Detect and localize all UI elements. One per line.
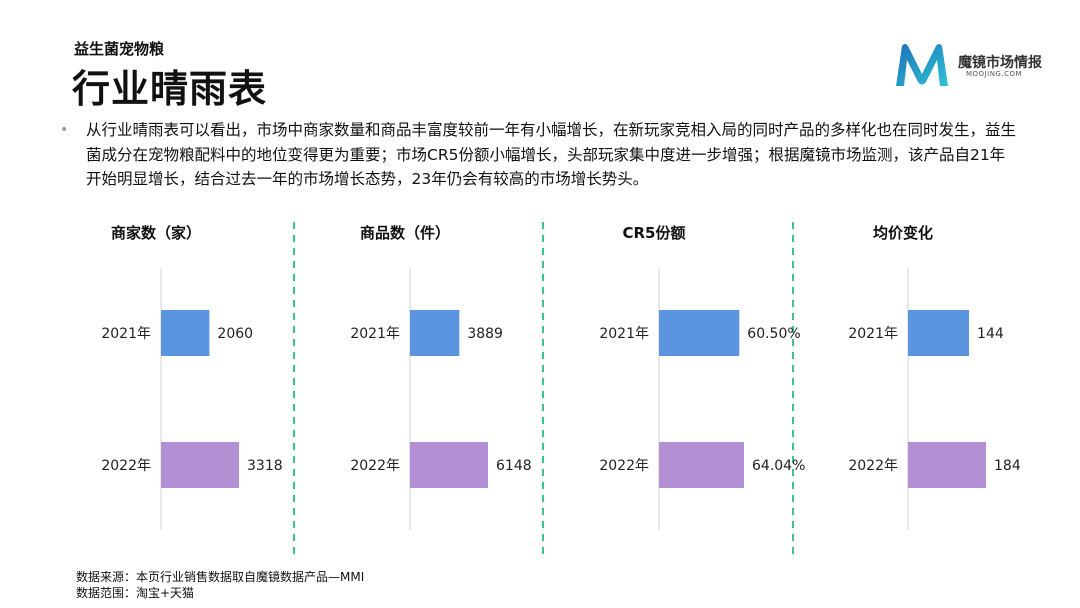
page-title: 行业晴雨表 (72, 67, 268, 111)
bar-3-1 (659, 310, 740, 356)
logo-url: MOOJING.COM (966, 70, 1023, 78)
description-paragraph: • 从行业晴雨表可以看出，市场中商家数量和商品丰富度较前一年有小幅增长，在新玩家… (60, 118, 1020, 192)
value-label-2-1: 3889 (467, 326, 503, 342)
value-label-3-1: 60.50% (747, 326, 800, 342)
bar-4-2 (908, 442, 986, 488)
category-label-1-2: 2022年 (101, 458, 151, 474)
value-label-4-1: 144 (977, 326, 1004, 342)
category-label-1-1: 2021年 (101, 326, 151, 342)
bullet: • (60, 122, 69, 138)
bar-1-1 (161, 310, 210, 356)
bar-4-1 (908, 310, 970, 356)
value-label-4-2: 184 (994, 458, 1021, 474)
data-source-note: 数据来源：本页行业销售数据取自魔镜数据产品—MMI (76, 570, 365, 584)
value-label-3-2: 64.04% (752, 458, 805, 474)
bar-3-2 (659, 442, 744, 488)
page-subtitle: 益生菌宠物粮 (74, 40, 165, 58)
category-label-3-2: 2022年 (599, 458, 649, 474)
description-text: 从行业晴雨表可以看出，市场中商家数量和商品丰富度较前一年有小幅增长，在新玩家竞相… (86, 121, 1017, 188)
category-label-4-1: 2021年 (848, 326, 898, 342)
bar-2-1 (410, 310, 460, 356)
category-label-2-2: 2022年 (350, 458, 400, 474)
chart-title-1: 商家数（家） (111, 224, 201, 242)
moojing-logo-icon (896, 44, 948, 86)
category-label-3-1: 2021年 (599, 326, 649, 342)
logo-name: 魔镜市场情报 (958, 55, 1042, 71)
value-label-1-1: 2060 (217, 326, 253, 342)
chart-title-3: CR5份额 (623, 224, 686, 242)
value-label-1-2: 3318 (247, 458, 283, 474)
chart-title-4: 均价变化 (873, 224, 933, 242)
data-scope-note: 数据范围：淘宝+天猫 (76, 586, 195, 600)
bar-2-2 (410, 442, 488, 488)
bar-1-2 (161, 442, 239, 488)
chart-title-2: 商品数（件） (360, 224, 450, 242)
category-label-4-2: 2022年 (848, 458, 898, 474)
category-label-2-1: 2021年 (350, 326, 400, 342)
value-label-2-2: 6148 (496, 458, 532, 474)
